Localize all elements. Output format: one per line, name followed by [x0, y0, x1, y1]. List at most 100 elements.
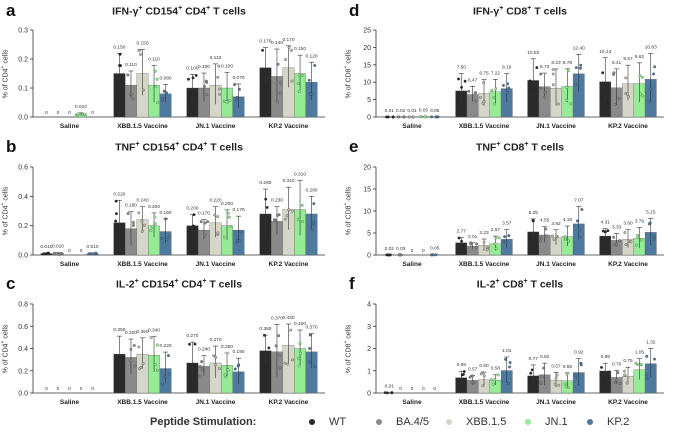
- chart-c-value-label: 0.370: [271, 315, 283, 321]
- chart-a-point: [217, 64, 221, 68]
- chart-e-point: [639, 238, 643, 242]
- chart-d-point: [490, 88, 494, 92]
- chart-e-point: [544, 227, 548, 231]
- chart-c-point: [133, 364, 137, 368]
- chart-d-panel-letter: d: [349, 1, 360, 20]
- chart-a-value-label: 0.150: [136, 40, 148, 46]
- chart-e-value-label: 3.60: [623, 221, 633, 227]
- chart-a-point: [162, 89, 166, 93]
- chart-b-value-label: 0.160: [160, 210, 172, 216]
- chart-a-point: [142, 88, 145, 92]
- chart-e-ylabel: % of CD8+ cells: [343, 186, 353, 236]
- chart-b-point: [114, 228, 118, 232]
- chart-b-ytick-label: 0.6: [18, 165, 28, 172]
- chart-c-point: [286, 362, 290, 366]
- chart-d-point: [579, 63, 583, 67]
- chart-e-point: [398, 253, 402, 257]
- chart-c-value-label: 0.220: [160, 343, 172, 349]
- chart-a-value-label: 0.070: [233, 75, 245, 81]
- chart-a-point: [216, 75, 220, 79]
- chart-c-point: [237, 363, 241, 367]
- chart-d-point: [539, 72, 543, 76]
- chart-e-point: [612, 235, 616, 239]
- chart-e-point: [434, 253, 438, 257]
- chart-b-point: [126, 212, 130, 215]
- chart-a-value-label: 0.080: [160, 75, 172, 81]
- chart-f-value-label: 0.69: [457, 362, 467, 368]
- chart-f-value-label: 0: [422, 386, 425, 392]
- chart-e-point: [460, 239, 463, 243]
- chart-c-point: [290, 358, 294, 362]
- chart-e-value-label: 5.15: [646, 209, 656, 215]
- chart-e-point: [475, 242, 478, 246]
- chart-a-value-label: 0: [45, 110, 48, 116]
- chart-f-point: [565, 372, 569, 376]
- chart-f-value-label: 0.57: [468, 367, 478, 373]
- chart-c-point: [308, 333, 312, 337]
- chart-e-value-label: 3.92: [551, 221, 561, 227]
- chart-a-value-label: 0: [57, 110, 60, 116]
- chart-b-point: [60, 252, 64, 255]
- chart-d-point: [551, 68, 555, 72]
- chart-f-value-label: 0.75: [623, 358, 633, 364]
- chart-d-point: [640, 75, 644, 79]
- chart-b-value-label: 0.010: [40, 244, 52, 250]
- chart-d-value-label: 10.50: [527, 50, 539, 56]
- chart-d-point: [565, 98, 569, 102]
- chart-e-point: [544, 234, 548, 238]
- chart-b-value-label: 0.200: [221, 201, 233, 207]
- chart-f-value-label: 0.77: [529, 356, 539, 362]
- chart-e-value-label: 0.02: [385, 246, 395, 252]
- chart-c-point: [129, 347, 133, 351]
- chart-b-point: [312, 202, 316, 206]
- chart-f-xlabel-jn1-vaccine: JN.1 Vaccine: [536, 399, 576, 406]
- chart-b-xlabel-xbb15-vaccine: XBB.1.5 Vaccine: [117, 261, 168, 268]
- chart-d-value-label: 6.75: [479, 71, 489, 77]
- chart-b-point: [222, 235, 226, 239]
- chart-b-value-label: 0.280: [306, 187, 318, 193]
- chart-d-point: [649, 87, 653, 91]
- chart-b-point: [153, 215, 157, 219]
- chart-c-value-label: 0.350: [136, 329, 148, 335]
- chart-d-point: [640, 94, 644, 98]
- chart-d-value-label: 0.01: [385, 108, 395, 114]
- chart-a-title: IFN-γ+ CD154+ CD4+ T cells: [112, 5, 246, 18]
- chart-e-xlabel-jn1-vaccine: JN.1 Vaccine: [536, 261, 576, 268]
- chart-e-point: [385, 253, 389, 257]
- legend-item-ba45: BA.4/5: [376, 416, 429, 428]
- chart-d-point: [603, 89, 607, 93]
- chart-c-value-label: 0.320: [125, 330, 137, 336]
- chart-c-point: [149, 336, 153, 339]
- chart-b-point: [227, 215, 231, 219]
- chart-a-value-label: 0.100: [186, 65, 198, 71]
- chart-a-point: [218, 87, 221, 91]
- chart-c-point: [187, 371, 190, 374]
- chart-e-point: [634, 243, 638, 247]
- chart-b-point: [131, 221, 135, 224]
- chart-c-point: [263, 364, 267, 368]
- chart-e-value-label: 4.31: [601, 220, 611, 226]
- chart-d-ytick-label: 15: [363, 62, 371, 69]
- chart-c-point: [308, 360, 312, 364]
- chart-a-point: [116, 79, 119, 83]
- legend-dot-jn1: [525, 419, 531, 425]
- chart-a-value-label: 0.170: [282, 37, 294, 43]
- chart-a-xlabel-saline: Saline: [60, 123, 80, 130]
- chart-b-value-label: 0.010: [52, 244, 64, 250]
- chart-e-point: [552, 238, 556, 241]
- chart-a-xlabel-jn1-vaccine: JN.1 Vaccine: [196, 123, 236, 130]
- chart-c-value-label: 0.240: [198, 347, 210, 353]
- legend-dot-kp2: [587, 419, 593, 425]
- chart-e-value-label: 5.25: [529, 210, 539, 216]
- chart-b-point: [265, 214, 269, 218]
- chart-b-point: [229, 224, 232, 228]
- chart-c-value-label: 0.340: [148, 328, 160, 334]
- chart-b-value-label: 0: [68, 248, 71, 254]
- chart-b-value-label: 0: [80, 248, 83, 254]
- chart-d-value-label: 7.50: [457, 65, 467, 71]
- chart-b-point: [216, 215, 220, 219]
- chart-c-point: [163, 375, 167, 379]
- chart-b-point: [272, 218, 276, 222]
- chart-c-value-label: 0.350: [113, 327, 125, 333]
- chart-f-point: [542, 366, 546, 370]
